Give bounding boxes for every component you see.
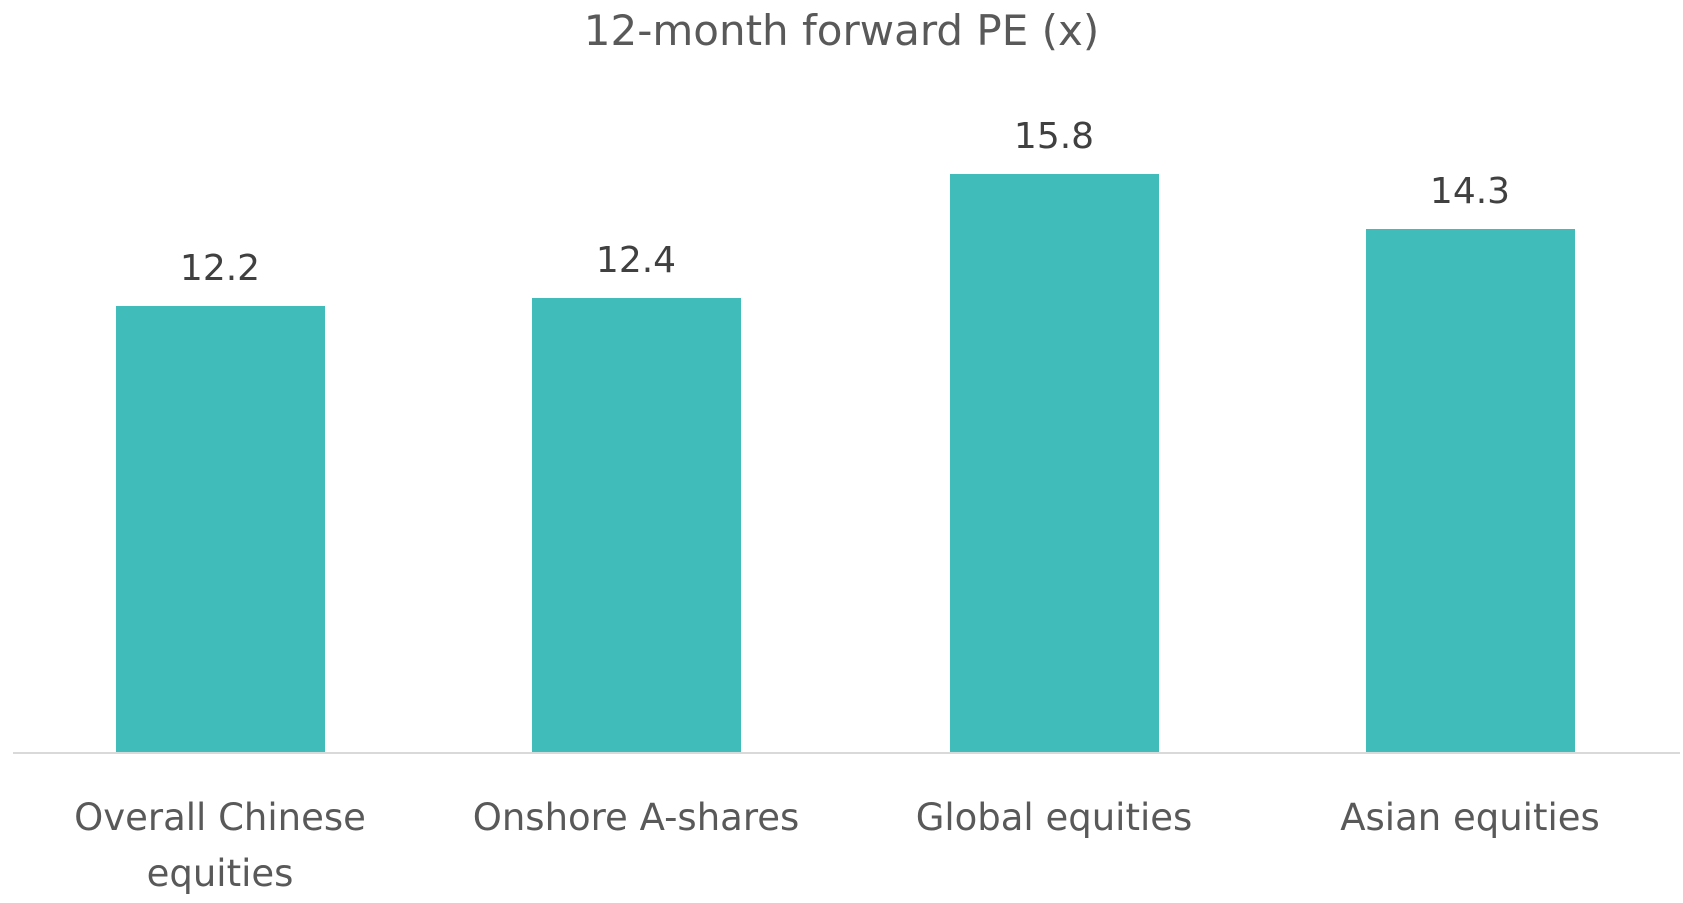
- x-tick-label: Overall Chinese equities: [74, 796, 366, 895]
- x-tick-label: Asian equities: [1340, 796, 1600, 839]
- bar: [531, 298, 741, 752]
- x-tick-label: Global equities: [915, 796, 1193, 839]
- value-label: 14.3: [1429, 170, 1511, 212]
- value-label: 12.4: [595, 240, 677, 282]
- x-axis-line: [13, 752, 1680, 754]
- bar: [115, 305, 325, 752]
- chart-title: 12-month forward PE (x): [583, 6, 1100, 55]
- value-label: 15.8: [1013, 116, 1095, 157]
- bar: [1365, 228, 1575, 752]
- bar: [949, 174, 1159, 752]
- x-tick-label: Onshore A-shares: [472, 796, 800, 839]
- value-label: 12.2: [179, 247, 261, 289]
